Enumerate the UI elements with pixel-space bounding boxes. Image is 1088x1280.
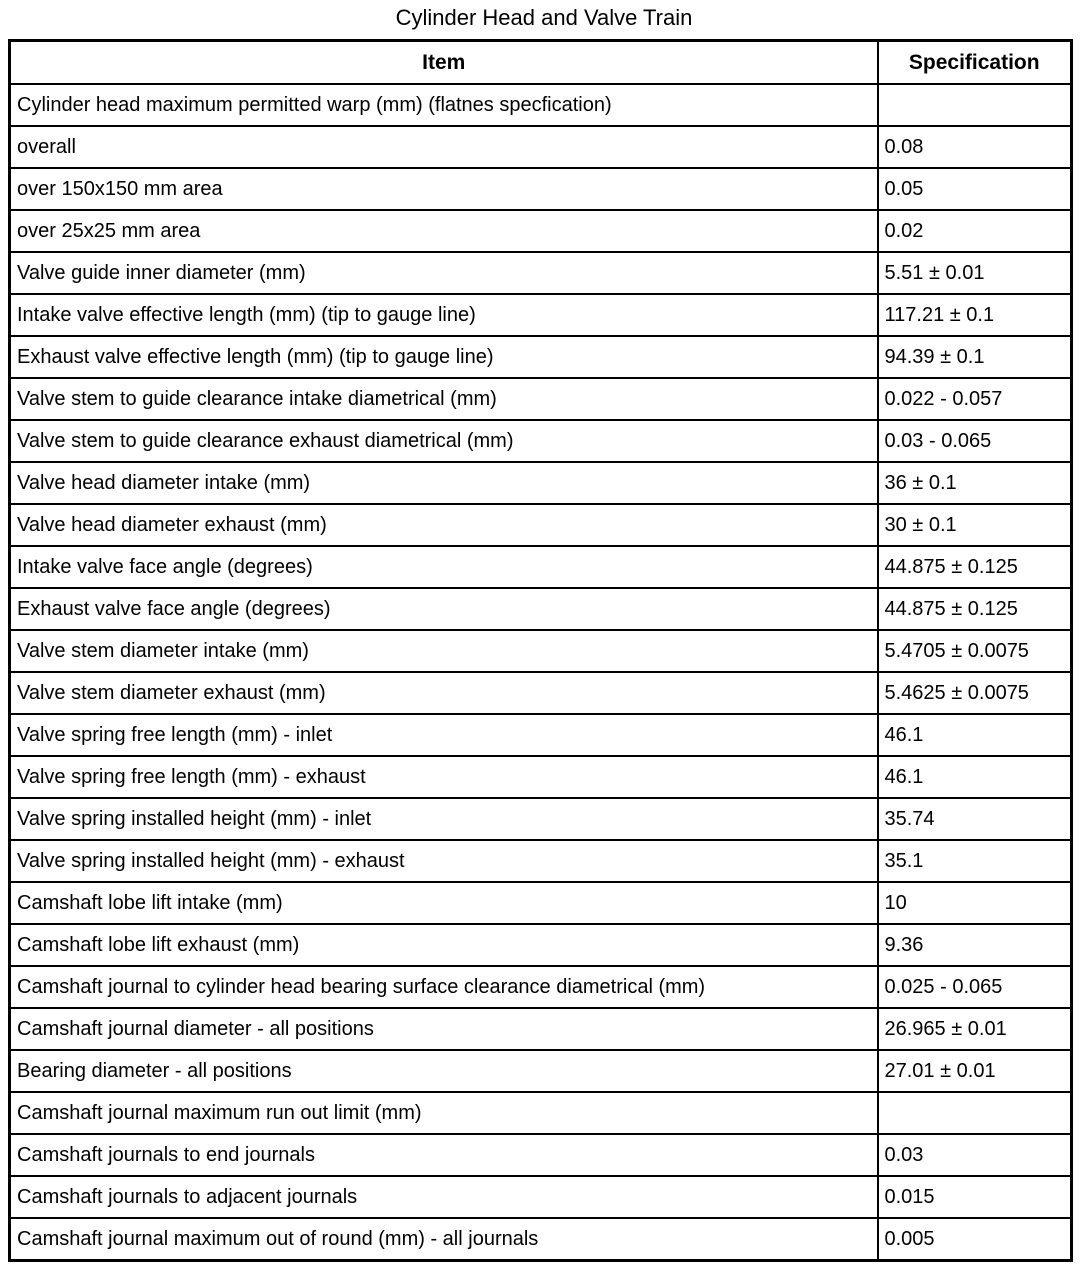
table-row: Intake valve effective length (mm) (tip …: [8, 293, 1073, 337]
spec-cell: 27.01 ± 0.01: [876, 1049, 1073, 1093]
item-cell: Valve head diameter intake (mm): [8, 461, 879, 505]
item-cell: Cylinder head maximum permitted warp (mm…: [8, 83, 879, 127]
item-cell: Camshaft lobe lift intake (mm): [8, 881, 879, 925]
item-cell: Valve spring free length (mm) - inlet: [8, 713, 879, 757]
table-row: Camshaft journal diameter - all position…: [8, 1007, 1073, 1051]
item-cell: Exhaust valve effective length (mm) (tip…: [8, 335, 879, 379]
spec-cell: 0.03: [876, 1133, 1073, 1177]
spec-cell: 46.1: [876, 755, 1073, 799]
spec-cell: 10: [876, 881, 1073, 925]
item-cell: Exhaust valve face angle (degrees): [8, 587, 879, 631]
item-cell: over 150x150 mm area: [8, 167, 879, 211]
item-cell: Camshaft journal to cylinder head bearin…: [8, 965, 879, 1009]
spec-cell: 9.36: [876, 923, 1073, 967]
spec-cell: 117.21 ± 0.1: [876, 293, 1073, 337]
table-row: over 25x25 mm area 0.02: [8, 209, 1073, 253]
spec-cell: 0.03 - 0.065: [876, 419, 1073, 463]
table-row: Valve spring installed height (mm) - exh…: [8, 839, 1073, 883]
spec-cell: [876, 83, 1073, 127]
header-row: Item Specification: [8, 39, 1073, 85]
spec-cell: 0.05: [876, 167, 1073, 211]
item-cell: overall: [8, 125, 879, 169]
spec-cell: 35.74: [876, 797, 1073, 841]
spec-cell: 5.4625 ± 0.0075: [876, 671, 1073, 715]
item-cell: Valve stem diameter exhaust (mm): [8, 671, 879, 715]
item-cell: Camshaft journal maximum out of round (m…: [8, 1217, 879, 1262]
table-row: overall 0.08: [8, 125, 1073, 169]
spec-cell: 0.02: [876, 209, 1073, 253]
spec-cell: 0.08: [876, 125, 1073, 169]
spec-cell: 94.39 ± 0.1: [876, 335, 1073, 379]
table-row: Exhaust valve effective length (mm) (tip…: [8, 335, 1073, 379]
item-cell: Valve spring installed height (mm) - inl…: [8, 797, 879, 841]
item-cell: Intake valve face angle (degrees): [8, 545, 879, 589]
table-row: Exhaust valve face angle (degrees) 44.87…: [8, 587, 1073, 631]
table-row: over 150x150 mm area 0.05: [8, 167, 1073, 211]
item-cell: Camshaft journal diameter - all position…: [8, 1007, 879, 1051]
spec-cell: 5.51 ± 0.01: [876, 251, 1073, 295]
table-row: Valve stem to guide clearance exhaust di…: [8, 419, 1073, 463]
item-cell: Valve spring installed height (mm) - exh…: [8, 839, 879, 883]
item-cell: over 25x25 mm area: [8, 209, 879, 253]
item-cell: Camshaft journals to adjacent journals: [8, 1175, 879, 1219]
table-row: Camshaft journals to adjacent journals 0…: [8, 1175, 1073, 1219]
table-row: Valve guide inner diameter (mm) 5.51 ± 0…: [8, 251, 1073, 295]
item-cell: Valve stem to guide clearance intake dia…: [8, 377, 879, 421]
item-cell: Valve guide inner diameter (mm): [8, 251, 879, 295]
spec-cell: 30 ± 0.1: [876, 503, 1073, 547]
item-cell: Valve head diameter exhaust (mm): [8, 503, 879, 547]
item-cell: Camshaft journal maximum run out limit (…: [8, 1091, 879, 1135]
spec-cell: 44.875 ± 0.125: [876, 545, 1073, 589]
page-title: Cylinder Head and Valve Train: [395, 5, 693, 30]
item-cell: Valve stem diameter intake (mm): [8, 629, 879, 673]
table-row: Valve spring installed height (mm) - inl…: [8, 797, 1073, 841]
table-row: Camshaft journal to cylinder head bearin…: [8, 965, 1073, 1009]
spec-cell: 0.025 - 0.065: [876, 965, 1073, 1009]
table-row: Bearing diameter - all positions 27.01 ±…: [8, 1049, 1073, 1093]
item-cell: Valve stem to guide clearance exhaust di…: [8, 419, 879, 463]
table-row: Valve spring free length (mm) - exhaust …: [8, 755, 1073, 799]
spec-cell: 46.1: [876, 713, 1073, 757]
spec-cell: 36 ± 0.1: [876, 461, 1073, 505]
table-row: Valve stem to guide clearance intake dia…: [8, 377, 1073, 421]
table-row: Camshaft journal maximum out of round (m…: [8, 1217, 1073, 1262]
table-row: Valve spring free length (mm) - inlet 46…: [8, 713, 1073, 757]
spec-cell: 0.022 - 0.057: [876, 377, 1073, 421]
column-header-specification: Specification: [876, 39, 1073, 85]
table-row: Valve stem diameter intake (mm) 5.4705 ±…: [8, 629, 1073, 673]
spec-table: Item Specification Cylinder head maximum…: [8, 39, 1073, 1262]
item-cell: Intake valve effective length (mm) (tip …: [8, 293, 879, 337]
spec-cell: 44.875 ± 0.125: [876, 587, 1073, 631]
table-row: Cylinder head maximum permitted warp (mm…: [8, 83, 1073, 127]
spec-cell: 0.015: [876, 1175, 1073, 1219]
column-header-item: Item: [8, 39, 879, 85]
table-row: Intake valve face angle (degrees) 44.875…: [8, 545, 1073, 589]
spec-cell: 35.1: [876, 839, 1073, 883]
table-row: Valve stem diameter exhaust (mm) 5.4625 …: [8, 671, 1073, 715]
table-row: Camshaft journals to end journals 0.03: [8, 1133, 1073, 1177]
spec-cell: [876, 1091, 1073, 1135]
table-row: Camshaft lobe lift intake (mm) 10: [8, 881, 1073, 925]
spec-cell: 5.4705 ± 0.0075: [876, 629, 1073, 673]
item-cell: Bearing diameter - all positions: [8, 1049, 879, 1093]
table-row: Camshaft journal maximum run out limit (…: [8, 1091, 1073, 1135]
item-cell: Valve spring free length (mm) - exhaust: [8, 755, 879, 799]
table-row: Camshaft lobe lift exhaust (mm) 9.36: [8, 923, 1073, 967]
item-cell: Camshaft journals to end journals: [8, 1133, 879, 1177]
spec-cell: 26.965 ± 0.01: [876, 1007, 1073, 1051]
table-row: Valve head diameter intake (mm) 36 ± 0.1: [8, 461, 1073, 505]
table-row: Valve head diameter exhaust (mm) 30 ± 0.…: [8, 503, 1073, 547]
item-cell: Camshaft lobe lift exhaust (mm): [8, 923, 879, 967]
table-body: Cylinder head maximum permitted warp (mm…: [8, 83, 1073, 1262]
spec-cell: 0.005: [876, 1217, 1073, 1262]
